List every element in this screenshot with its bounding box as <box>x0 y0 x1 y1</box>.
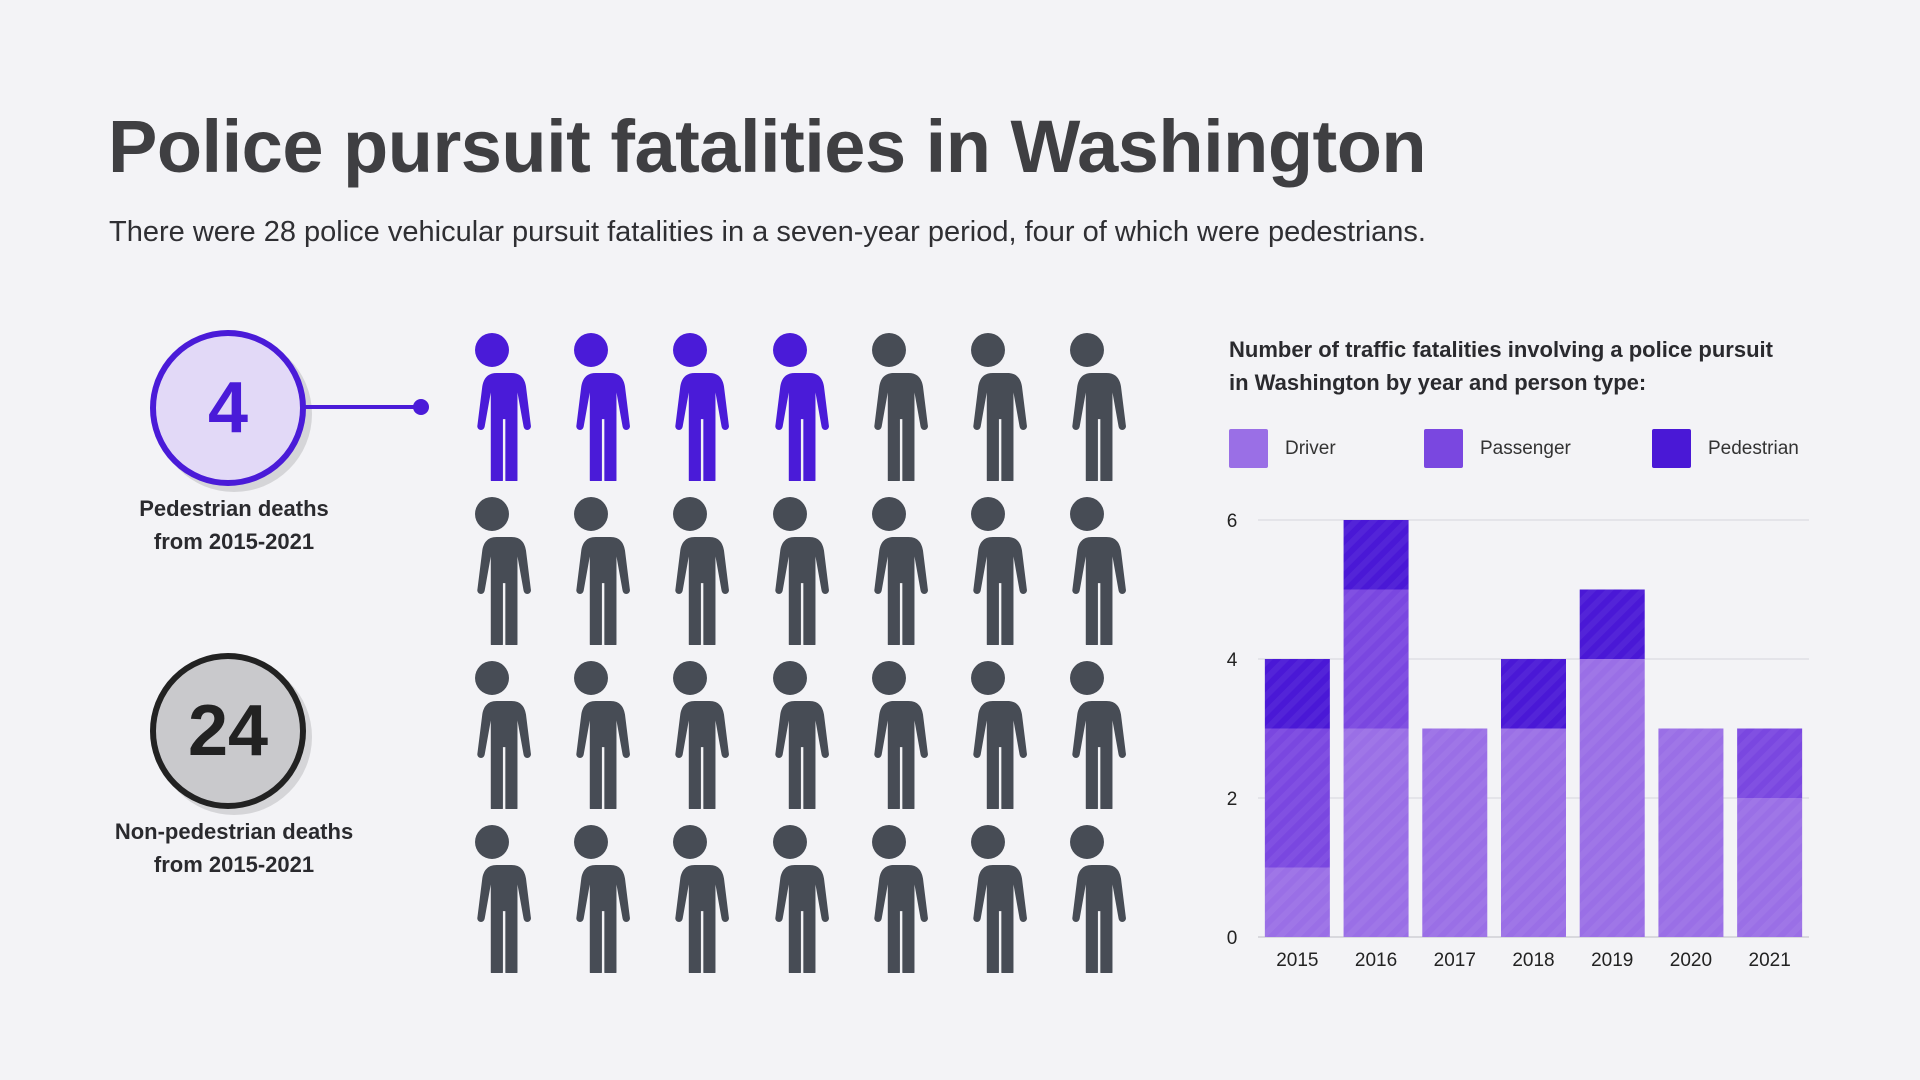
bar-texture <box>1343 589 1409 729</box>
person-icon <box>949 333 1027 486</box>
chart-title-line2: in Washington by year and person type: <box>1229 370 1647 395</box>
x-tick-label: 2019 <box>1591 950 1633 971</box>
chart-title-line1: Number of traffic fatalities involving a… <box>1229 337 1773 362</box>
person-icon <box>850 333 928 486</box>
person-icon <box>850 497 928 650</box>
bar-texture <box>1737 728 1803 798</box>
bar-texture <box>1264 659 1330 729</box>
person-icon <box>751 497 829 650</box>
bar-texture <box>1579 589 1645 659</box>
non-pedestrian-count-circle: 24 <box>150 653 306 809</box>
person-icon <box>751 333 829 486</box>
pedestrian-label-line2: from 2015-2021 <box>153 529 315 554</box>
bar-texture <box>1264 867 1330 937</box>
x-tick-label: 2020 <box>1670 950 1712 971</box>
legend-label: Driver <box>1285 437 1336 459</box>
x-tick-label: 2016 <box>1355 950 1397 971</box>
legend-swatch-pedestrian <box>1652 429 1691 468</box>
person-icon <box>651 333 730 486</box>
person-icon <box>1048 333 1127 486</box>
legend-passenger: Passenger <box>1424 429 1571 468</box>
person-icon <box>651 825 730 978</box>
person-icon <box>1048 497 1127 650</box>
page-subtitle: There were 28 police vehicular pursuit f… <box>109 216 1426 248</box>
legend-label: Passenger <box>1480 437 1571 459</box>
bar-texture <box>1343 520 1409 590</box>
person-icon <box>453 661 531 814</box>
legend-label: Pedestrian <box>1708 437 1799 459</box>
person-icon <box>850 825 928 978</box>
person-icon <box>949 497 1027 650</box>
non-pedestrian-label-line1: Non-pedestrian deaths <box>114 819 354 844</box>
x-tick-label: 2015 <box>1276 950 1318 971</box>
y-tick-label: 4 <box>1227 650 1238 671</box>
y-tick-label: 2 <box>1227 789 1238 810</box>
person-icon <box>1048 661 1127 814</box>
person-icon <box>552 497 631 650</box>
page-title: Police pursuit fatalities in Washington <box>108 105 1427 188</box>
person-icon <box>552 661 631 814</box>
bar-texture <box>1343 728 1409 937</box>
legend-swatch-passenger <box>1424 429 1463 468</box>
person-icon <box>949 825 1027 978</box>
person-icon <box>651 661 730 814</box>
person-icon <box>453 825 531 978</box>
non-pedestrian-label: Non-pedestrian deaths from 2015-2021 <box>84 815 384 881</box>
bar-texture <box>1737 798 1803 937</box>
bar-texture <box>1264 728 1330 868</box>
bar-texture <box>1422 728 1488 937</box>
pedestrian-count-circle: 4 <box>150 330 306 486</box>
person-icon <box>949 661 1027 814</box>
y-tick-label: 6 <box>1227 511 1238 532</box>
legend-swatch-driver <box>1229 429 1268 468</box>
person-icon <box>552 825 631 978</box>
legend-pedestrian: Pedestrian <box>1652 429 1799 468</box>
pedestrian-label-line1: Pedestrian deaths <box>139 496 329 521</box>
legend-driver: Driver <box>1229 429 1336 468</box>
person-icon <box>453 333 531 486</box>
bar-texture <box>1501 659 1566 729</box>
non-pedestrian-label-line2: from 2015-2021 <box>153 852 315 877</box>
connector-line <box>300 405 418 409</box>
x-tick-label: 2018 <box>1512 950 1554 971</box>
chart-title: Number of traffic fatalities involving a… <box>1229 333 1773 399</box>
x-tick-label: 2021 <box>1749 950 1791 971</box>
person-icon <box>850 661 928 814</box>
person-icon <box>552 333 631 486</box>
person-icon <box>651 497 730 650</box>
y-tick-label: 0 <box>1227 928 1238 949</box>
person-icon <box>1048 825 1127 978</box>
bar-texture <box>1579 659 1645 937</box>
bar-texture <box>1501 728 1566 937</box>
person-icon <box>453 497 531 650</box>
stacked-bar-chart: 0 2 4 6 2015 2016 2017 2018 2019 2020 2021 <box>1227 511 1809 971</box>
person-icon <box>751 661 829 814</box>
x-tick-label: 2017 <box>1434 950 1476 971</box>
person-pictogram <box>453 333 1133 978</box>
connector-dot <box>413 399 429 415</box>
bar-texture <box>1658 728 1724 937</box>
pedestrian-label: Pedestrian deaths from 2015-2021 <box>84 492 384 558</box>
person-icon <box>751 825 829 978</box>
